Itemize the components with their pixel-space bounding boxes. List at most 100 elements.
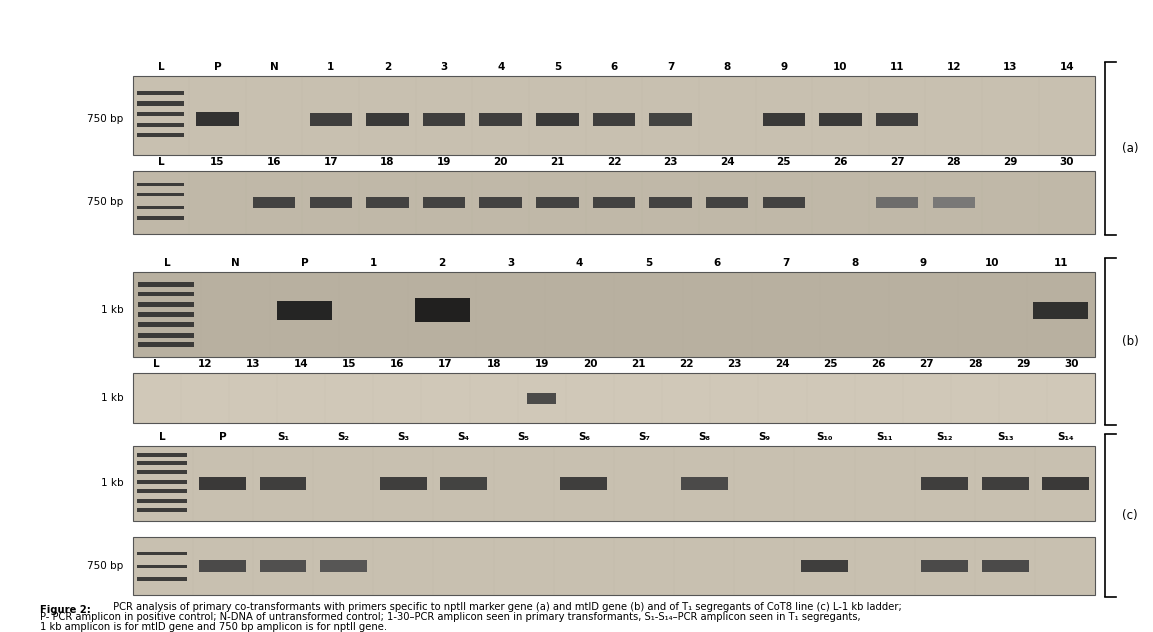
FancyBboxPatch shape: [253, 197, 295, 208]
FancyBboxPatch shape: [138, 312, 195, 317]
Text: 1 kb: 1 kb: [100, 393, 123, 403]
Text: N: N: [232, 258, 240, 268]
Text: 8: 8: [724, 62, 731, 72]
FancyBboxPatch shape: [680, 477, 728, 490]
FancyBboxPatch shape: [593, 197, 635, 208]
FancyBboxPatch shape: [137, 564, 187, 568]
Text: 24: 24: [775, 359, 790, 369]
Text: 5: 5: [645, 258, 651, 268]
FancyBboxPatch shape: [137, 461, 187, 465]
FancyBboxPatch shape: [137, 91, 183, 95]
Text: S₉: S₉: [759, 432, 770, 442]
Text: 28: 28: [967, 359, 982, 369]
FancyBboxPatch shape: [133, 373, 1095, 423]
FancyBboxPatch shape: [480, 113, 522, 126]
Text: 4: 4: [575, 258, 583, 268]
Text: 16: 16: [390, 359, 405, 369]
FancyBboxPatch shape: [706, 197, 748, 208]
FancyBboxPatch shape: [415, 298, 469, 322]
Text: 1: 1: [370, 258, 377, 268]
FancyBboxPatch shape: [138, 302, 195, 307]
FancyBboxPatch shape: [933, 197, 975, 208]
Text: PCR analysis of primary co-transformants with primers specific to nptII marker g: PCR analysis of primary co-transformants…: [110, 602, 902, 612]
FancyBboxPatch shape: [137, 133, 183, 137]
Text: S₃: S₃: [398, 432, 409, 442]
FancyBboxPatch shape: [423, 113, 466, 126]
FancyBboxPatch shape: [309, 113, 352, 126]
FancyBboxPatch shape: [527, 392, 556, 404]
Text: 2: 2: [438, 258, 446, 268]
Text: 12: 12: [947, 62, 960, 72]
Text: 750 bp: 750 bp: [88, 197, 123, 207]
Text: S₁₃: S₁₃: [997, 432, 1013, 442]
Text: 20: 20: [493, 157, 508, 167]
Text: 27: 27: [890, 157, 904, 167]
FancyBboxPatch shape: [137, 112, 183, 116]
FancyBboxPatch shape: [199, 561, 247, 572]
Text: 20: 20: [582, 359, 597, 369]
Text: S₆: S₆: [578, 432, 590, 442]
FancyBboxPatch shape: [259, 561, 307, 572]
FancyBboxPatch shape: [423, 197, 466, 208]
FancyBboxPatch shape: [137, 193, 183, 197]
Text: 10: 10: [985, 258, 1000, 268]
Text: 25: 25: [823, 359, 838, 369]
Text: 19: 19: [437, 157, 451, 167]
FancyBboxPatch shape: [137, 480, 187, 484]
Text: (a): (a): [1122, 142, 1138, 155]
Text: 22: 22: [606, 157, 621, 167]
FancyBboxPatch shape: [133, 446, 1095, 521]
FancyBboxPatch shape: [762, 197, 805, 208]
FancyBboxPatch shape: [138, 291, 195, 296]
Text: 15: 15: [342, 359, 356, 369]
FancyBboxPatch shape: [137, 453, 187, 457]
FancyBboxPatch shape: [309, 197, 352, 208]
Text: 29: 29: [1003, 157, 1018, 167]
FancyBboxPatch shape: [921, 561, 969, 572]
FancyBboxPatch shape: [379, 477, 427, 490]
Text: 13: 13: [246, 359, 261, 369]
FancyBboxPatch shape: [801, 561, 849, 572]
Text: 12: 12: [197, 359, 212, 369]
FancyBboxPatch shape: [133, 76, 1095, 155]
Text: 25: 25: [777, 157, 791, 167]
FancyBboxPatch shape: [981, 477, 1028, 490]
Text: 750 bp: 750 bp: [88, 114, 123, 125]
FancyBboxPatch shape: [133, 537, 1095, 595]
FancyBboxPatch shape: [138, 342, 195, 346]
FancyBboxPatch shape: [536, 113, 579, 126]
Text: 27: 27: [920, 359, 934, 369]
Text: 14: 14: [1060, 62, 1075, 72]
Text: 6: 6: [714, 258, 721, 268]
Text: 24: 24: [719, 157, 734, 167]
Text: S₇: S₇: [638, 432, 650, 442]
FancyBboxPatch shape: [137, 183, 183, 186]
FancyBboxPatch shape: [277, 301, 332, 320]
Text: 7: 7: [666, 62, 675, 72]
Text: S₁₄: S₁₄: [1057, 432, 1073, 442]
FancyBboxPatch shape: [536, 197, 579, 208]
FancyBboxPatch shape: [1042, 477, 1088, 490]
FancyBboxPatch shape: [137, 101, 183, 106]
Text: 19: 19: [535, 359, 549, 369]
Text: 4: 4: [497, 62, 504, 72]
FancyBboxPatch shape: [199, 477, 247, 490]
Text: 2: 2: [384, 62, 391, 72]
FancyBboxPatch shape: [137, 470, 187, 474]
FancyBboxPatch shape: [981, 561, 1028, 572]
Text: 750 bp: 750 bp: [88, 561, 123, 571]
Text: 15: 15: [210, 157, 225, 167]
Text: S₂: S₂: [337, 432, 349, 442]
FancyBboxPatch shape: [137, 489, 187, 493]
Text: L: L: [159, 432, 166, 442]
Text: 23: 23: [728, 359, 741, 369]
FancyBboxPatch shape: [876, 197, 919, 208]
Text: 1 kb amplicon is for mtlD gene and 750 bp amplicon is for nptII gene.: 1 kb amplicon is for mtlD gene and 750 b…: [40, 622, 387, 632]
FancyBboxPatch shape: [921, 477, 969, 490]
Text: 18: 18: [487, 359, 500, 369]
Text: 21: 21: [550, 157, 565, 167]
Text: 1 kb: 1 kb: [100, 305, 123, 315]
Text: 13: 13: [1003, 62, 1018, 72]
Text: 8: 8: [851, 258, 858, 268]
FancyBboxPatch shape: [367, 197, 408, 208]
